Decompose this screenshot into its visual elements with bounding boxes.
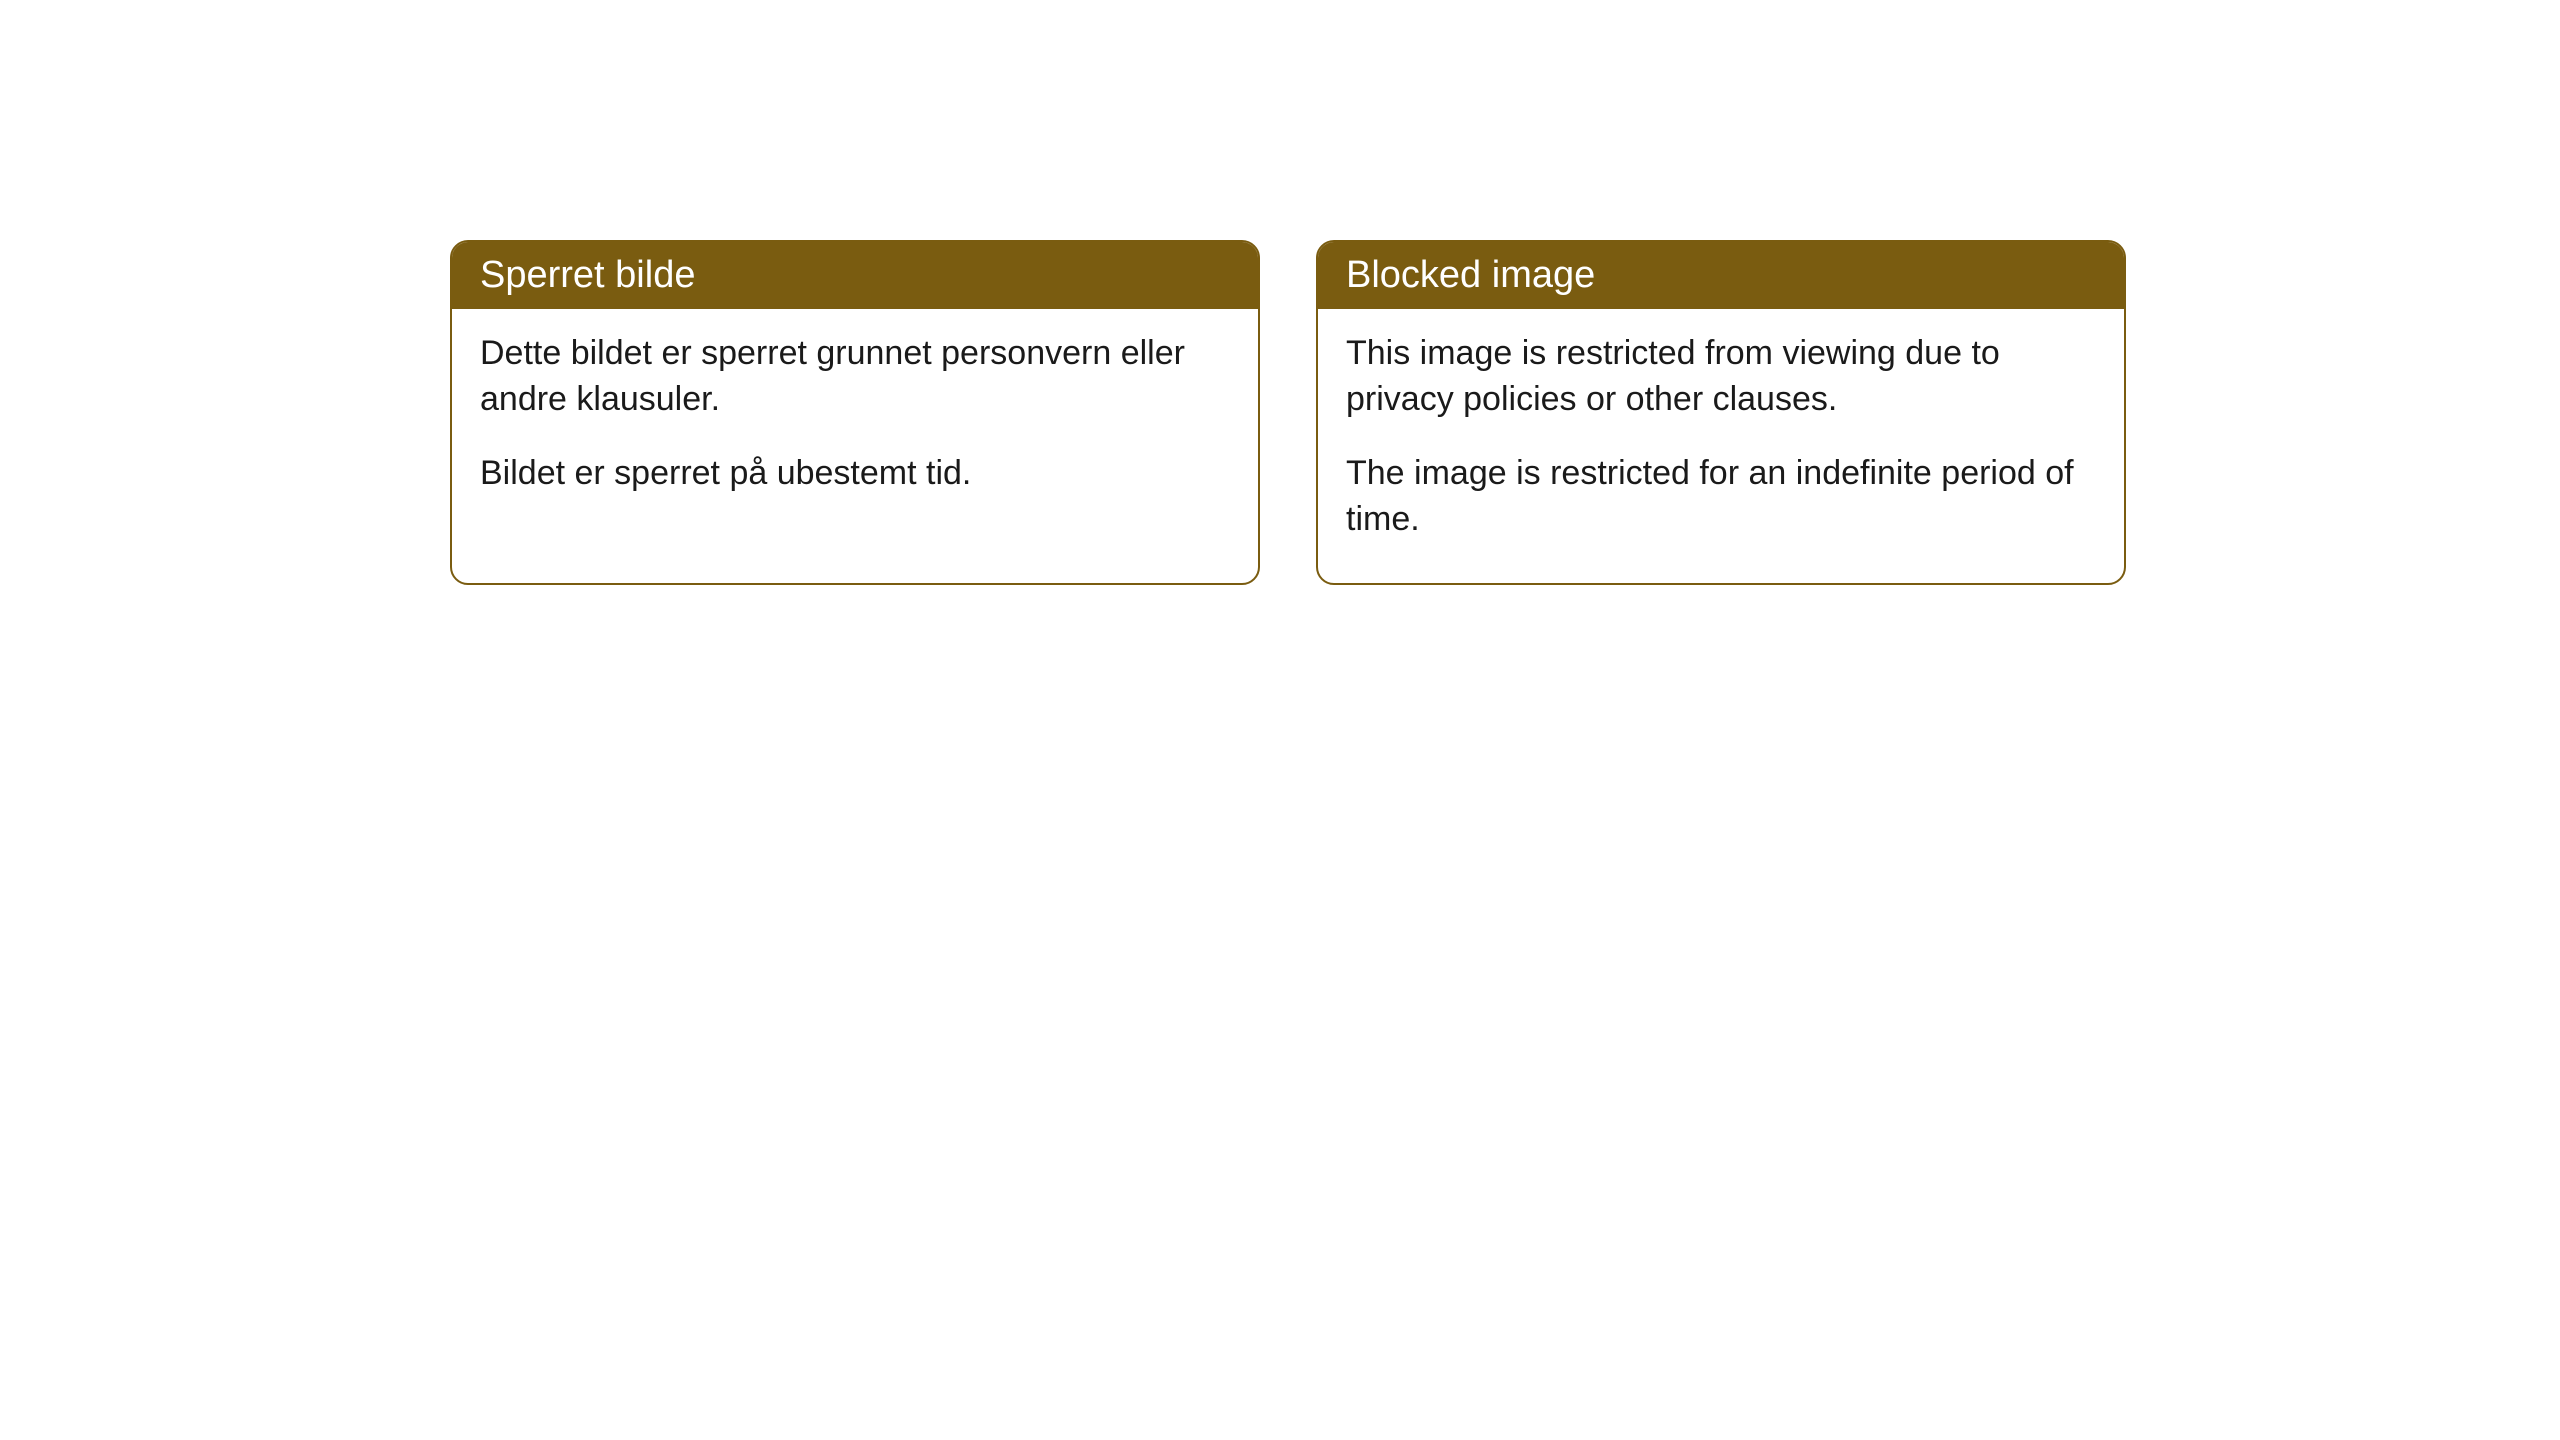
card-body: Dette bildet er sperret grunnet personve… <box>452 309 1258 537</box>
card-body: This image is restricted from viewing du… <box>1318 309 2124 583</box>
card-paragraph: Bildet er sperret på ubestemt tid. <box>480 451 1230 497</box>
notice-cards-container: Sperret bilde Dette bildet er sperret gr… <box>450 240 2560 585</box>
card-title: Sperret bilde <box>480 254 695 296</box>
card-title: Blocked image <box>1346 254 1595 296</box>
notice-card-english: Blocked image This image is restricted f… <box>1316 240 2126 585</box>
card-header: Sperret bilde <box>452 242 1258 309</box>
card-paragraph: Dette bildet er sperret grunnet personve… <box>480 331 1230 423</box>
card-header: Blocked image <box>1318 242 2124 309</box>
notice-card-norwegian: Sperret bilde Dette bildet er sperret gr… <box>450 240 1260 585</box>
card-paragraph: The image is restricted for an indefinit… <box>1346 451 2096 543</box>
card-paragraph: This image is restricted from viewing du… <box>1346 331 2096 423</box>
